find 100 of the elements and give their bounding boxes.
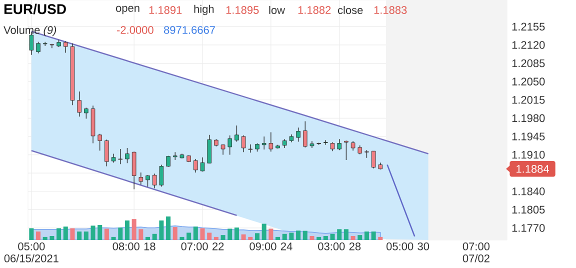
y-tick-label: 1.1805 bbox=[512, 206, 545, 214]
bar bbox=[378, 236, 383, 240]
chart-title: EUR/USD bbox=[4, 4, 66, 14]
bar bbox=[84, 232, 88, 240]
bar bbox=[56, 228, 62, 240]
y-tick-label: 1.2015 bbox=[512, 96, 545, 104]
candlestick bbox=[125, 148, 130, 164]
bar bbox=[350, 236, 356, 240]
annotation: 1.1883 bbox=[374, 6, 407, 14]
text: 1.1884 bbox=[516, 164, 550, 173]
bar bbox=[36, 232, 41, 240]
bar bbox=[63, 226, 68, 240]
candlestick bbox=[350, 140, 356, 151]
bar bbox=[316, 236, 322, 240]
annotation: 1.1895 bbox=[226, 6, 259, 14]
bar bbox=[138, 229, 144, 240]
candlestick bbox=[337, 138, 342, 150]
y-tick-label: 1.1840 bbox=[512, 187, 545, 196]
bar bbox=[282, 234, 287, 240]
bar bbox=[50, 236, 54, 240]
chart-title: Volume (9) bbox=[4, 26, 56, 36]
bar bbox=[302, 230, 308, 240]
candlestick bbox=[98, 134, 102, 151]
bar bbox=[262, 224, 266, 240]
bar bbox=[124, 220, 130, 240]
bar bbox=[98, 224, 102, 240]
annotation: open bbox=[116, 6, 140, 14]
bar bbox=[152, 234, 157, 240]
annotation: -2.0000 bbox=[117, 26, 154, 34]
bar bbox=[254, 233, 260, 240]
bar bbox=[228, 228, 232, 240]
annotation: 8971.6667 bbox=[164, 26, 215, 34]
annotation: low bbox=[269, 6, 286, 14]
bar bbox=[310, 236, 314, 240]
candlestick bbox=[234, 125, 239, 142]
candlestick bbox=[36, 41, 40, 54]
annotation: 1.1882 bbox=[298, 6, 331, 14]
bar bbox=[42, 236, 48, 240]
x-tick-label: 07:00 22 bbox=[181, 242, 224, 250]
candlestick bbox=[207, 134, 212, 164]
candlestick bbox=[371, 150, 376, 169]
candlestick bbox=[268, 132, 274, 152]
candlestick bbox=[138, 172, 144, 185]
candlestick bbox=[84, 107, 88, 120]
bar bbox=[344, 229, 348, 240]
candlestick bbox=[241, 135, 246, 153]
x-tick-label: 08:00 18 bbox=[112, 242, 156, 250]
bar bbox=[29, 228, 34, 240]
bar bbox=[118, 228, 123, 240]
annotation: high bbox=[194, 4, 214, 16]
bar bbox=[358, 235, 362, 240]
bar bbox=[207, 232, 212, 240]
y-tick-label: 1.2155 bbox=[512, 22, 545, 31]
y-tick-label: 1.2120 bbox=[512, 41, 545, 49]
bar bbox=[220, 235, 226, 240]
bar bbox=[180, 236, 184, 240]
x-tick-label: 07:00 07/02 bbox=[462, 242, 490, 262]
y-tick-label: 1.1910 bbox=[512, 150, 545, 159]
candlestick bbox=[228, 135, 232, 156]
bar bbox=[193, 226, 198, 240]
bar bbox=[111, 236, 116, 240]
bar bbox=[234, 228, 239, 240]
y-tick-label: 1.1980 bbox=[512, 114, 545, 122]
bar bbox=[166, 216, 171, 240]
candlestick bbox=[146, 174, 150, 188]
bar bbox=[90, 226, 96, 240]
bar bbox=[323, 236, 328, 240]
candlestick bbox=[262, 136, 266, 150]
candlestick bbox=[132, 151, 136, 190]
candlestick bbox=[310, 140, 314, 148]
candlestick bbox=[296, 127, 300, 142]
bar bbox=[371, 232, 376, 240]
bar bbox=[289, 232, 294, 240]
y-tick-label: 1.2050 bbox=[512, 78, 545, 86]
bar bbox=[241, 234, 246, 240]
bar bbox=[364, 232, 369, 240]
candlestick bbox=[77, 91, 82, 117]
bar bbox=[186, 232, 192, 240]
bar bbox=[268, 228, 274, 240]
bar bbox=[296, 230, 301, 240]
bar bbox=[276, 236, 280, 240]
bar bbox=[214, 236, 218, 240]
bar bbox=[159, 220, 164, 240]
candlestick bbox=[194, 158, 198, 173]
annotation: 1.1891 bbox=[149, 6, 182, 14]
x-tick-label: 09:00 24 bbox=[250, 242, 292, 250]
bar bbox=[248, 236, 253, 240]
bar bbox=[145, 236, 150, 240]
y-tick-label: 1.1770 bbox=[512, 224, 545, 232]
y-tick-label: 1.2085 bbox=[512, 59, 545, 68]
candlestick bbox=[200, 157, 205, 172]
bar bbox=[70, 228, 75, 240]
candlestick bbox=[303, 120, 308, 148]
x-tick-label: 05:00 30 bbox=[386, 242, 430, 250]
bar bbox=[132, 219, 136, 240]
bar bbox=[104, 228, 109, 240]
bar bbox=[172, 227, 178, 240]
candlestick bbox=[104, 139, 109, 167]
x-tick-label: 03:00 28 bbox=[318, 242, 361, 250]
x-tick-label: 05:00 06/15/2021 bbox=[4, 242, 58, 262]
